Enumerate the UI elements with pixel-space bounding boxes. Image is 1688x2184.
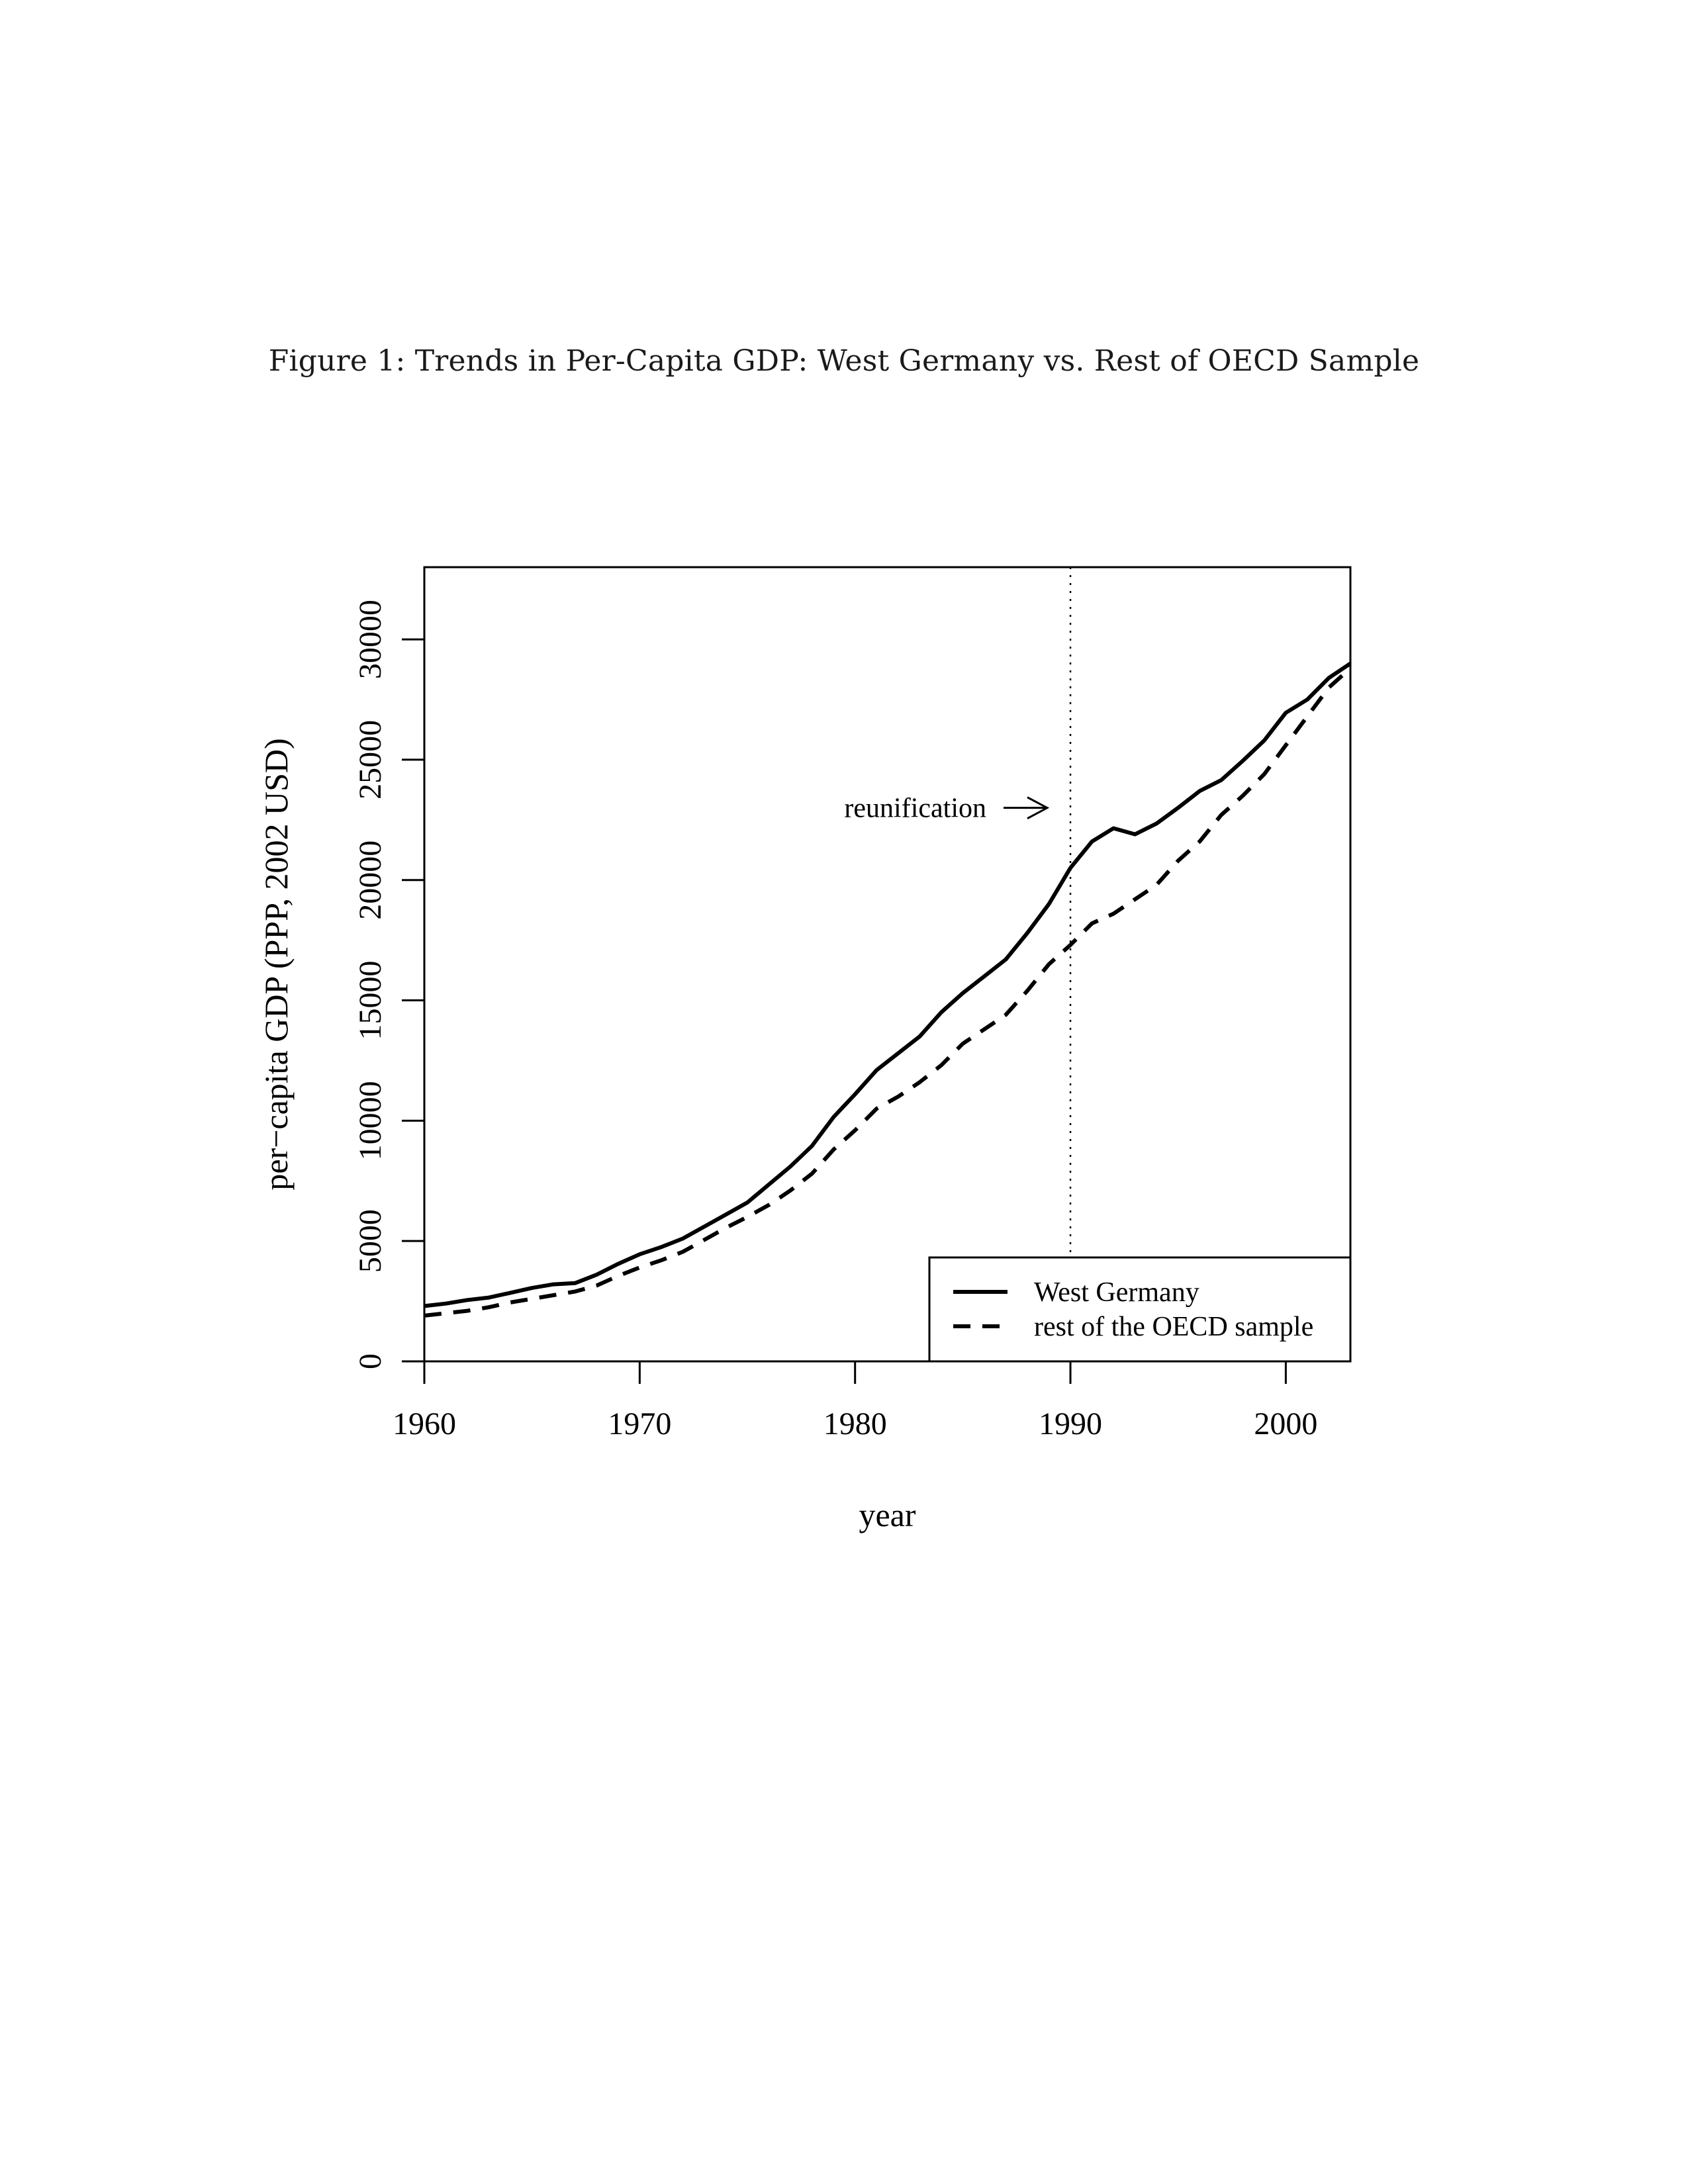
reunification-annotation: reunification	[844, 794, 1050, 824]
x-axis: 1960 1970 1980 1990 2000	[393, 1361, 1317, 1441]
x-axis-label: year	[859, 1496, 915, 1533]
figure-caption: Figure 1: Trends in Per-Capita GDP: West…	[268, 344, 1420, 378]
series-line-west-germany	[424, 662, 1352, 1308]
legend: West Germany rest of the OECD sample	[928, 1256, 1352, 1363]
series-group	[424, 662, 1352, 1318]
x-tick-label-2000: 2000	[1254, 1406, 1317, 1441]
y-axis-label: per−capita GDP (PPP, 2002 USD)	[258, 738, 295, 1190]
y-tick-label-10000: 10000	[353, 1081, 388, 1160]
y-tick-label-15000: 15000	[353, 961, 388, 1040]
y-tick-label-25000: 25000	[353, 720, 388, 799]
legend-entry-west-germany: West Germany	[1034, 1277, 1199, 1308]
legend-box	[928, 1256, 1352, 1363]
x-tick-label-1980: 1980	[823, 1406, 887, 1441]
x-tick-label-1970: 1970	[608, 1406, 671, 1441]
annotation-arrow-head	[1027, 796, 1050, 819]
plot-frame-group	[423, 566, 1352, 1363]
x-tick-label-1990: 1990	[1039, 1406, 1102, 1441]
legend-entry-rest-of-oecd: rest of the OECD sample	[1034, 1312, 1313, 1342]
y-axis: 0 5000 10000 15000 20000 25000 30000	[353, 600, 424, 1369]
y-tick-label-5000: 5000	[353, 1209, 388, 1273]
annotation-text: reunification	[844, 794, 986, 824]
x-tick-label-1960: 1960	[393, 1406, 456, 1441]
y-tick-label-20000: 20000	[353, 841, 388, 920]
y-tick-label-30000: 30000	[353, 600, 388, 679]
plot-frame	[423, 566, 1352, 1363]
y-tick-label-0: 0	[353, 1353, 388, 1369]
series-line-rest-of-oecd	[424, 666, 1352, 1318]
